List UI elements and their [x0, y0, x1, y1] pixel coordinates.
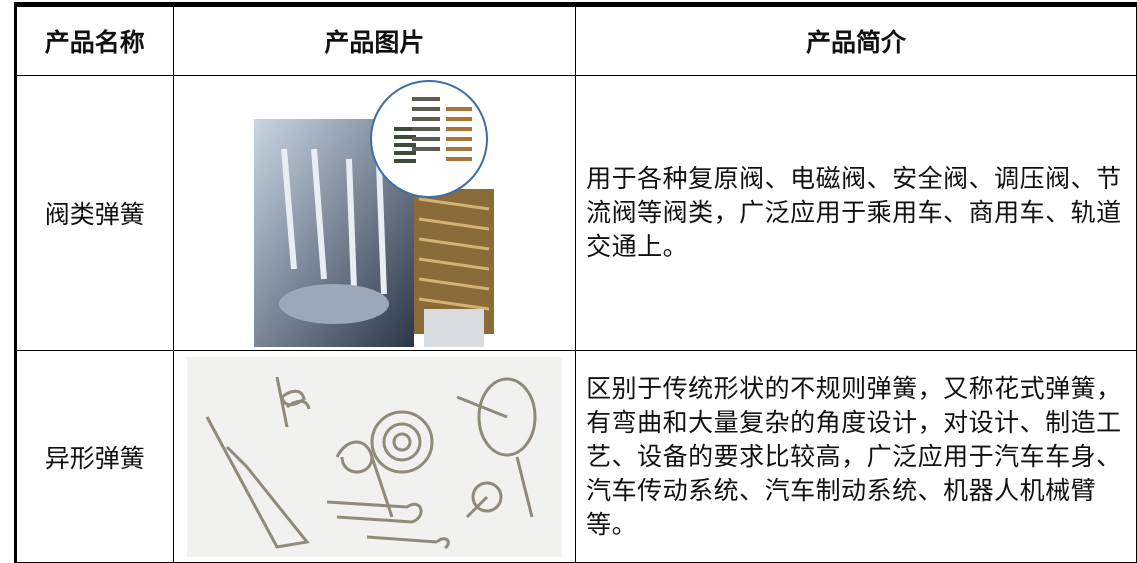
- shaped-spring-picture: [186, 356, 562, 557]
- valve-spring-picture: [254, 80, 495, 347]
- product-table: 产品名称 产品图片 产品简介 阀类弹簧: [14, 2, 1137, 563]
- header-cell: 产品简介: [575, 4, 1137, 76]
- header-cell: 产品图片: [172, 4, 577, 76]
- table-row: 异形弹簧 区别于传统形状的不规则弹簧，又称花式弹簧，有弯曲和大量复杂的角度设计，…: [15, 350, 1137, 563]
- header-row: 产品名称 产品图片 产品简介: [15, 4, 1137, 76]
- product-image: [172, 350, 577, 563]
- product-image: [172, 75, 577, 351]
- product-description: 区别于传统形状的不规则弹簧，又称花式弹簧，有弯曲和大量复杂的角度设计，对设计、制…: [575, 350, 1137, 563]
- product-name: 异形弹簧: [15, 350, 174, 563]
- header-cell: 产品名称: [15, 4, 174, 76]
- table-row: 阀类弹簧: [15, 75, 1137, 351]
- product-name: 阀类弹簧: [15, 75, 174, 351]
- product-description: 用于各种复原阀、电磁阀、安全阀、调压阀、节流阀等阀类，广泛应用于乘用车、商用车、…: [575, 75, 1137, 351]
